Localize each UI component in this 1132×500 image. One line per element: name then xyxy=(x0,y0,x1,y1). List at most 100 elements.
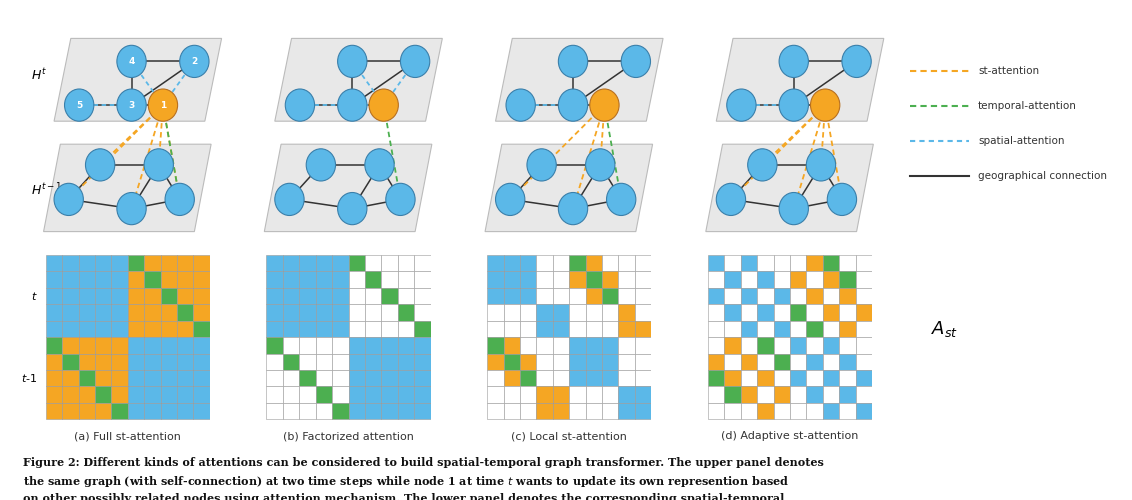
Bar xyxy=(161,337,177,353)
Bar xyxy=(537,386,552,403)
Bar xyxy=(856,370,872,386)
Bar xyxy=(414,403,430,419)
Bar xyxy=(316,304,332,320)
Bar xyxy=(585,255,602,272)
Bar xyxy=(349,320,365,337)
Bar xyxy=(487,272,504,288)
Bar xyxy=(397,304,414,320)
Circle shape xyxy=(369,89,398,121)
Text: st-attention: st-attention xyxy=(978,66,1039,76)
Bar xyxy=(520,272,537,288)
Bar xyxy=(283,386,299,403)
Bar xyxy=(569,337,585,353)
Bar xyxy=(95,337,111,353)
Bar xyxy=(708,320,724,337)
Bar xyxy=(520,403,537,419)
Bar xyxy=(708,337,724,353)
Bar xyxy=(839,370,856,386)
Circle shape xyxy=(558,89,588,121)
Bar xyxy=(487,403,504,419)
Bar xyxy=(602,304,618,320)
Circle shape xyxy=(496,184,525,216)
Bar xyxy=(806,354,823,370)
Bar xyxy=(128,354,144,370)
Text: $A_{st}$: $A_{st}$ xyxy=(931,320,959,339)
Bar xyxy=(839,403,856,419)
Circle shape xyxy=(337,89,367,121)
Bar xyxy=(569,403,585,419)
Bar xyxy=(45,320,62,337)
Text: temporal-attention: temporal-attention xyxy=(978,101,1077,111)
Bar xyxy=(487,370,504,386)
Bar xyxy=(740,386,757,403)
Bar xyxy=(585,403,602,419)
Bar xyxy=(177,304,194,320)
Bar xyxy=(144,386,161,403)
Bar xyxy=(635,354,651,370)
Bar xyxy=(585,320,602,337)
Bar xyxy=(740,337,757,353)
Bar xyxy=(381,320,397,337)
Bar xyxy=(552,354,569,370)
Bar xyxy=(806,320,823,337)
Bar xyxy=(397,354,414,370)
Bar xyxy=(585,304,602,320)
Bar xyxy=(602,403,618,419)
Bar xyxy=(144,288,161,304)
Bar xyxy=(569,386,585,403)
Bar xyxy=(381,272,397,288)
Circle shape xyxy=(285,89,315,121)
Bar xyxy=(520,370,537,386)
Bar xyxy=(856,386,872,403)
Bar xyxy=(552,386,569,403)
Bar xyxy=(487,304,504,320)
Bar xyxy=(487,337,504,353)
Bar xyxy=(332,320,349,337)
Bar xyxy=(569,255,585,272)
Bar xyxy=(95,288,111,304)
Bar xyxy=(299,370,316,386)
Bar xyxy=(839,320,856,337)
Bar xyxy=(45,354,62,370)
Bar xyxy=(161,304,177,320)
Bar xyxy=(724,304,740,320)
Bar xyxy=(773,403,790,419)
Bar xyxy=(537,370,552,386)
Polygon shape xyxy=(265,144,432,232)
Bar xyxy=(773,370,790,386)
Bar xyxy=(618,304,635,320)
Bar xyxy=(504,370,520,386)
Bar xyxy=(414,354,430,370)
Bar xyxy=(602,320,618,337)
Bar xyxy=(161,386,177,403)
Bar xyxy=(790,386,806,403)
Bar xyxy=(806,304,823,320)
Bar xyxy=(332,272,349,288)
Bar xyxy=(740,255,757,272)
Bar xyxy=(520,255,537,272)
Bar xyxy=(537,337,552,353)
Circle shape xyxy=(528,149,556,181)
Bar xyxy=(569,370,585,386)
Bar xyxy=(839,354,856,370)
Bar xyxy=(177,354,194,370)
Bar xyxy=(128,288,144,304)
Bar xyxy=(585,288,602,304)
Bar xyxy=(316,320,332,337)
Bar xyxy=(856,272,872,288)
Bar xyxy=(552,304,569,320)
Bar xyxy=(95,272,111,288)
Bar xyxy=(45,288,62,304)
Bar xyxy=(177,288,194,304)
Bar xyxy=(266,386,283,403)
Bar xyxy=(194,370,209,386)
Bar xyxy=(62,386,78,403)
Bar xyxy=(283,255,299,272)
Bar xyxy=(487,320,504,337)
Bar xyxy=(144,337,161,353)
Bar xyxy=(365,272,381,288)
Bar xyxy=(537,354,552,370)
Text: Figure 2: Different kinds of attentions can be considered to build spatial-tempo: Figure 2: Different kinds of attentions … xyxy=(23,458,823,500)
Bar xyxy=(349,386,365,403)
Bar xyxy=(45,386,62,403)
